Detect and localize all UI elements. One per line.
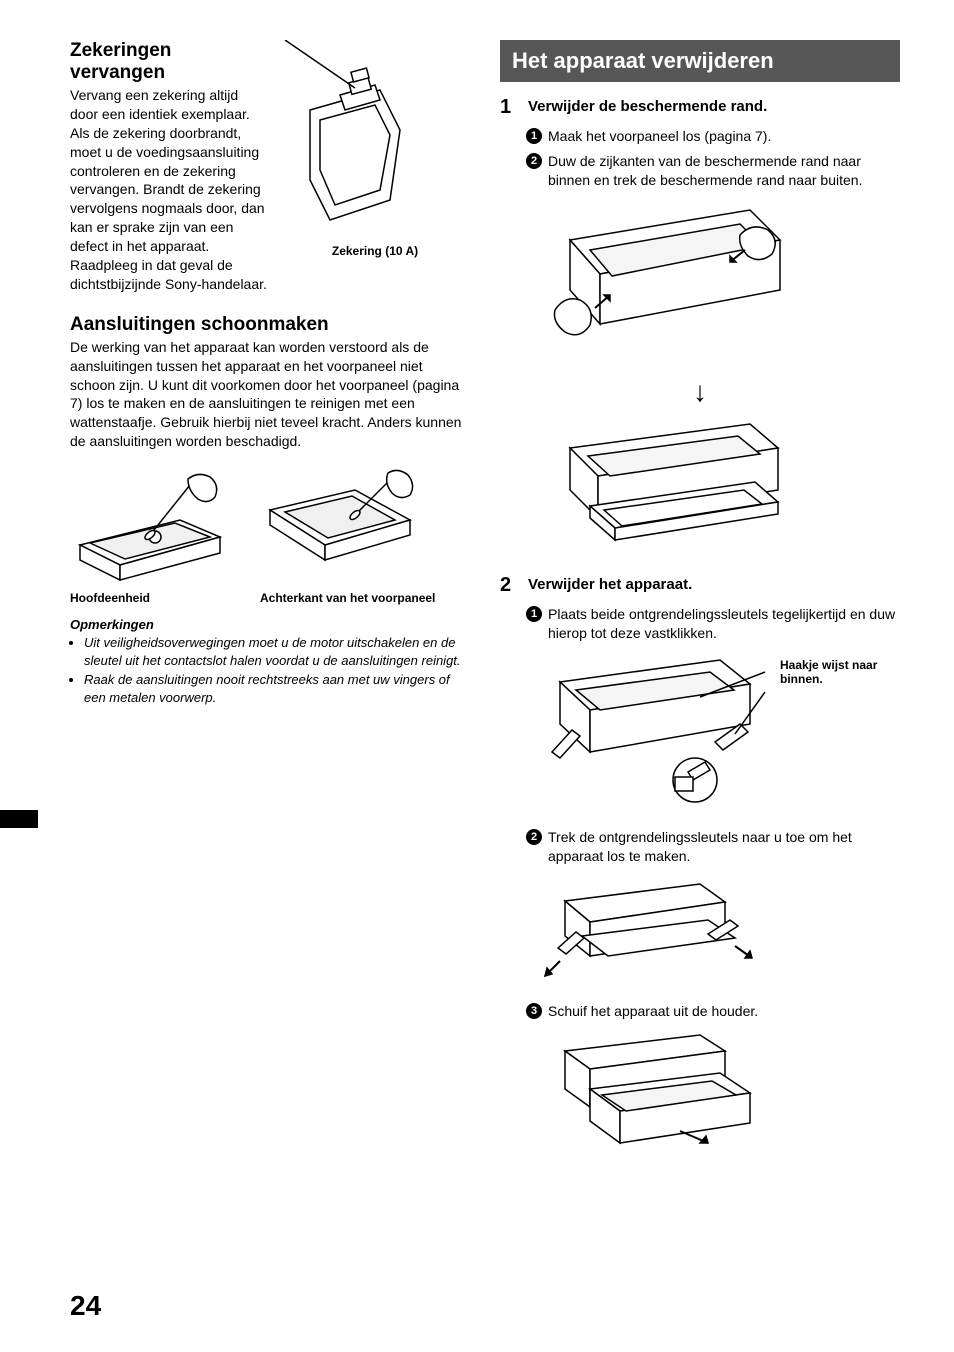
right-column: Het apparaat verwijderen 1 Verwijder de … <box>500 40 900 1167</box>
step-1-sub-2: 2 Duw de zijkanten van de beschermende r… <box>526 152 900 190</box>
clean-fig-a: Hoofdeenheid <box>70 465 240 605</box>
step-2-sub-1: 1 Plaats beide ontgrendelingssleutels te… <box>526 605 900 643</box>
notes-heading: Opmerkingen <box>70 617 470 632</box>
step-1-title: Verwijder de beschermende rand. <box>528 96 767 119</box>
step-2: 2 Verwijder het apparaat. <box>500 574 900 597</box>
bezel-off-illustration <box>540 418 800 558</box>
side-tab <box>0 810 38 828</box>
heading-fuses: Zekeringen vervangen <box>70 40 270 84</box>
frontpanel-back-illustration <box>260 465 430 585</box>
step-1-number: 1 <box>500 96 518 119</box>
circled-3-icon: 3 <box>526 1003 542 1019</box>
note-item: Raak de aansluitingen nooit rechtstreeks… <box>84 671 470 706</box>
notes-list: Uit veiligheidsoverwegingen moet u de mo… <box>70 634 470 706</box>
heading-clean: Aansluitingen schoonmaken <box>70 314 470 336</box>
caption-mainunit: Hoofdeenheid <box>70 591 240 605</box>
substep-text: Maak het voorpaneel los (pagina 7). <box>548 127 771 146</box>
bezel-remove-illustration <box>540 200 800 360</box>
step-2-number: 2 <box>500 574 518 597</box>
circled-2-icon: 2 <box>526 829 542 845</box>
fuse-figure: Zekering (10 A) <box>280 40 470 294</box>
step-1: 1 Verwijder de beschermende rand. <box>500 96 900 119</box>
fuse-illustration <box>280 40 420 240</box>
step-2-title: Verwijder het apparaat. <box>528 574 692 597</box>
left-column: Zekeringen vervangen Vervang een zekerin… <box>70 40 470 1167</box>
step-2-sub-3: 3 Schuif het apparaat uit de houder. <box>526 1002 900 1021</box>
step-2-sub-2: 2 Trek de ontgrendelingssleutels naar u … <box>526 828 900 866</box>
step2-figure-a: Haakje wijst naar binnen. <box>540 652 900 812</box>
keys-pull-illustration <box>540 876 760 986</box>
step2-figure-b <box>540 876 900 986</box>
body-clean: De werking van het apparaat kan worden v… <box>70 338 470 451</box>
mainunit-illustration <box>70 465 240 585</box>
step1-figure-a <box>540 200 900 360</box>
substep-text: Plaats beide ontgrendelingssleutels tege… <box>548 605 900 643</box>
bar-heading: Het apparaat verwijderen <box>500 40 900 82</box>
arrow-down-icon: ↓ <box>600 376 800 408</box>
substep-text: Schuif het apparaat uit de houder. <box>548 1002 758 1021</box>
section-fuses-text: Zekeringen vervangen Vervang een zekerin… <box>70 40 270 294</box>
note-item: Uit veiligheidsoverwegingen moet u de mo… <box>84 634 470 669</box>
step-1-sub-1: 1 Maak het voorpaneel los (pagina 7). <box>526 127 900 146</box>
clean-figures: Hoofdeenheid Achterka <box>70 465 470 605</box>
step2-fig1-caption: Haakje wijst naar binnen. <box>780 658 890 686</box>
slide-out-illustration <box>540 1031 760 1151</box>
circled-2-icon: 2 <box>526 153 542 169</box>
fuse-caption: Zekering (10 A) <box>280 244 470 258</box>
circled-1-icon: 1 <box>526 128 542 144</box>
circled-1-icon: 1 <box>526 606 542 622</box>
page-columns: Zekeringen vervangen Vervang een zekerin… <box>70 40 894 1167</box>
substep-text: Trek de ontgrendelingssleutels naar u to… <box>548 828 900 866</box>
keys-insert-illustration <box>540 652 770 812</box>
body-fuses: Vervang een zekering altijd door een ide… <box>70 86 270 294</box>
step2-figure-c <box>540 1031 900 1151</box>
clean-fig-b: Achterkant van het voorpaneel <box>260 465 435 605</box>
substep-text: Duw de zijkanten van de beschermende ran… <box>548 152 900 190</box>
section-fuses: Zekeringen vervangen Vervang een zekerin… <box>70 40 470 294</box>
caption-frontpanel: Achterkant van het voorpaneel <box>260 591 435 605</box>
page-number: 24 <box>70 1290 101 1322</box>
step1-figure-b <box>540 418 900 558</box>
